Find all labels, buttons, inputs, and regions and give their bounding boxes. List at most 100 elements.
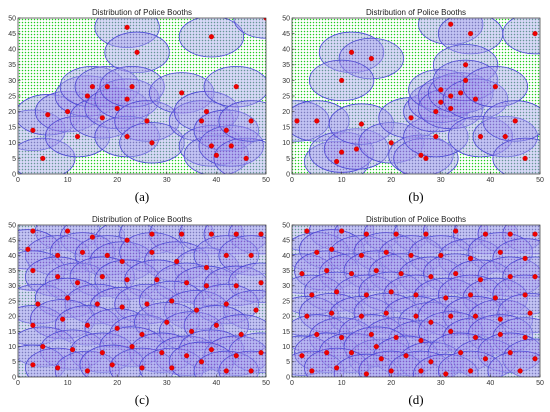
booth-point [299, 271, 305, 277]
booth-point [368, 331, 374, 337]
booth-point [448, 21, 454, 27]
booth-point [203, 283, 210, 289]
booth-point [532, 231, 538, 237]
booth-point [438, 99, 444, 105]
booth-point [329, 310, 335, 316]
y-tick-label: 45 [8, 238, 16, 245]
y-tick-label: 10 [8, 344, 16, 351]
booth-point [433, 134, 439, 140]
booth-point [408, 115, 414, 121]
booth-point [388, 368, 394, 374]
booth-point [124, 277, 130, 283]
booth-point [84, 93, 90, 99]
y-tick-label: 30 [8, 78, 16, 85]
booth-point [428, 319, 434, 325]
x-tick-label: 30 [437, 177, 445, 184]
y-tick-label: 25 [8, 93, 16, 100]
booth-point [55, 252, 61, 258]
booth-point [258, 350, 264, 356]
booth-point [223, 368, 229, 374]
y-tick-label: 20 [8, 314, 16, 321]
booth-point [60, 316, 66, 322]
booth-point [458, 90, 464, 96]
y-tick-label: 10 [8, 140, 16, 147]
panel-caption: (d) [408, 392, 423, 407]
booth-point [468, 255, 474, 261]
plot-area [18, 225, 266, 377]
booth-point [517, 368, 523, 374]
booth-point [453, 271, 459, 277]
x-tick-label: 20 [113, 177, 121, 184]
chart-title: Distribution of Police Booths [366, 8, 466, 17]
booth-point [84, 368, 90, 374]
covered-points [213, 138, 266, 174]
booth-point [463, 62, 469, 68]
booth-point [418, 152, 424, 158]
booth-point [144, 301, 150, 307]
booth-point [477, 277, 484, 283]
booth-point [35, 301, 41, 307]
booth-point [463, 77, 469, 83]
booth-point [363, 371, 369, 377]
plot-area [292, 18, 540, 174]
booth-point [299, 353, 305, 359]
booth-point [443, 295, 449, 301]
y-tick-label: 25 [282, 93, 290, 100]
booth-point [208, 231, 214, 237]
booth-point [522, 255, 528, 261]
panel-caption: (c) [135, 392, 149, 407]
covered-points [482, 100, 540, 142]
y-tick-label: 15 [282, 329, 290, 336]
booth-point [358, 313, 364, 319]
booth-point [40, 344, 46, 350]
booth-point [89, 234, 95, 240]
plot-area [18, 18, 266, 174]
y-tick-label: 35 [8, 268, 16, 275]
booth-point [468, 31, 474, 37]
booth-point [388, 140, 394, 146]
booth-point [532, 356, 538, 362]
booth-point [408, 252, 414, 258]
booth-point [477, 134, 484, 140]
y-tick-label: 5 [286, 156, 290, 163]
covered-points [492, 138, 540, 174]
y-tick-label: 25 [8, 298, 16, 305]
booth-point [393, 231, 399, 237]
booth-point [114, 325, 120, 331]
y-tick-label: 45 [282, 238, 290, 245]
booth-point [74, 280, 81, 286]
booth-point [169, 298, 175, 304]
booth-point [99, 274, 105, 280]
booth-point [334, 158, 340, 165]
booth-point [164, 319, 170, 325]
booth-point [433, 109, 439, 115]
booth-point [99, 350, 105, 356]
booth-point [468, 292, 474, 298]
booth-point [482, 356, 488, 362]
x-tick-label: 0 [16, 380, 20, 387]
y-tick-label: 15 [8, 125, 16, 132]
booth-point [492, 84, 498, 90]
booth-point [522, 292, 528, 298]
booth-point [334, 289, 340, 295]
y-tick-label: 15 [282, 125, 290, 132]
x-tick-label: 50 [536, 177, 544, 184]
booth-point [309, 368, 315, 374]
booth-point [373, 268, 379, 274]
y-tick-label: 0 [12, 374, 16, 381]
booth-point [89, 84, 95, 90]
booth-point [149, 140, 155, 146]
booth-point [348, 350, 355, 356]
booth-point [258, 280, 264, 286]
booth-point [472, 334, 479, 341]
y-tick-label: 35 [282, 268, 290, 275]
covered-points [487, 351, 540, 377]
booth-point [114, 105, 120, 112]
x-tick-label: 40 [213, 380, 221, 387]
covered-points [233, 18, 266, 39]
booth-point [339, 228, 345, 234]
booth-point [472, 96, 479, 102]
y-tick-label: 50 [282, 15, 290, 22]
booth-point [348, 49, 355, 55]
